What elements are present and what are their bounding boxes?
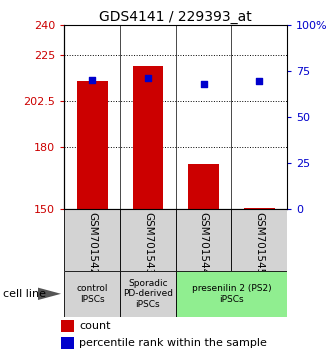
Bar — [61, 320, 74, 332]
Point — [89, 77, 95, 83]
Bar — [133, 66, 163, 209]
Point — [145, 75, 150, 81]
Bar — [244, 208, 275, 209]
Text: cell line: cell line — [3, 289, 46, 299]
Bar — [64, 209, 120, 271]
Text: count: count — [79, 321, 111, 331]
Text: control
IPSCs: control IPSCs — [77, 284, 108, 303]
Title: GDS4141 / 229393_at: GDS4141 / 229393_at — [99, 10, 252, 24]
Bar — [231, 209, 287, 271]
Polygon shape — [38, 287, 61, 300]
Text: GSM701542: GSM701542 — [87, 212, 97, 275]
Bar — [188, 164, 219, 209]
Text: percentile rank within the sample: percentile rank within the sample — [79, 338, 267, 348]
Bar — [64, 271, 120, 317]
Point — [201, 81, 206, 86]
Text: presenilin 2 (PS2)
iPSCs: presenilin 2 (PS2) iPSCs — [192, 284, 271, 303]
Text: GSM701543: GSM701543 — [143, 212, 153, 275]
Bar — [176, 209, 231, 271]
Text: GSM701544: GSM701544 — [199, 212, 209, 275]
Bar — [176, 271, 287, 317]
Bar — [61, 337, 74, 349]
Text: Sporadic
PD-derived
iPSCs: Sporadic PD-derived iPSCs — [123, 279, 173, 309]
Bar — [77, 81, 108, 209]
Point — [257, 78, 262, 84]
Text: GSM701545: GSM701545 — [254, 212, 264, 275]
Bar — [120, 271, 176, 317]
Bar — [120, 209, 176, 271]
